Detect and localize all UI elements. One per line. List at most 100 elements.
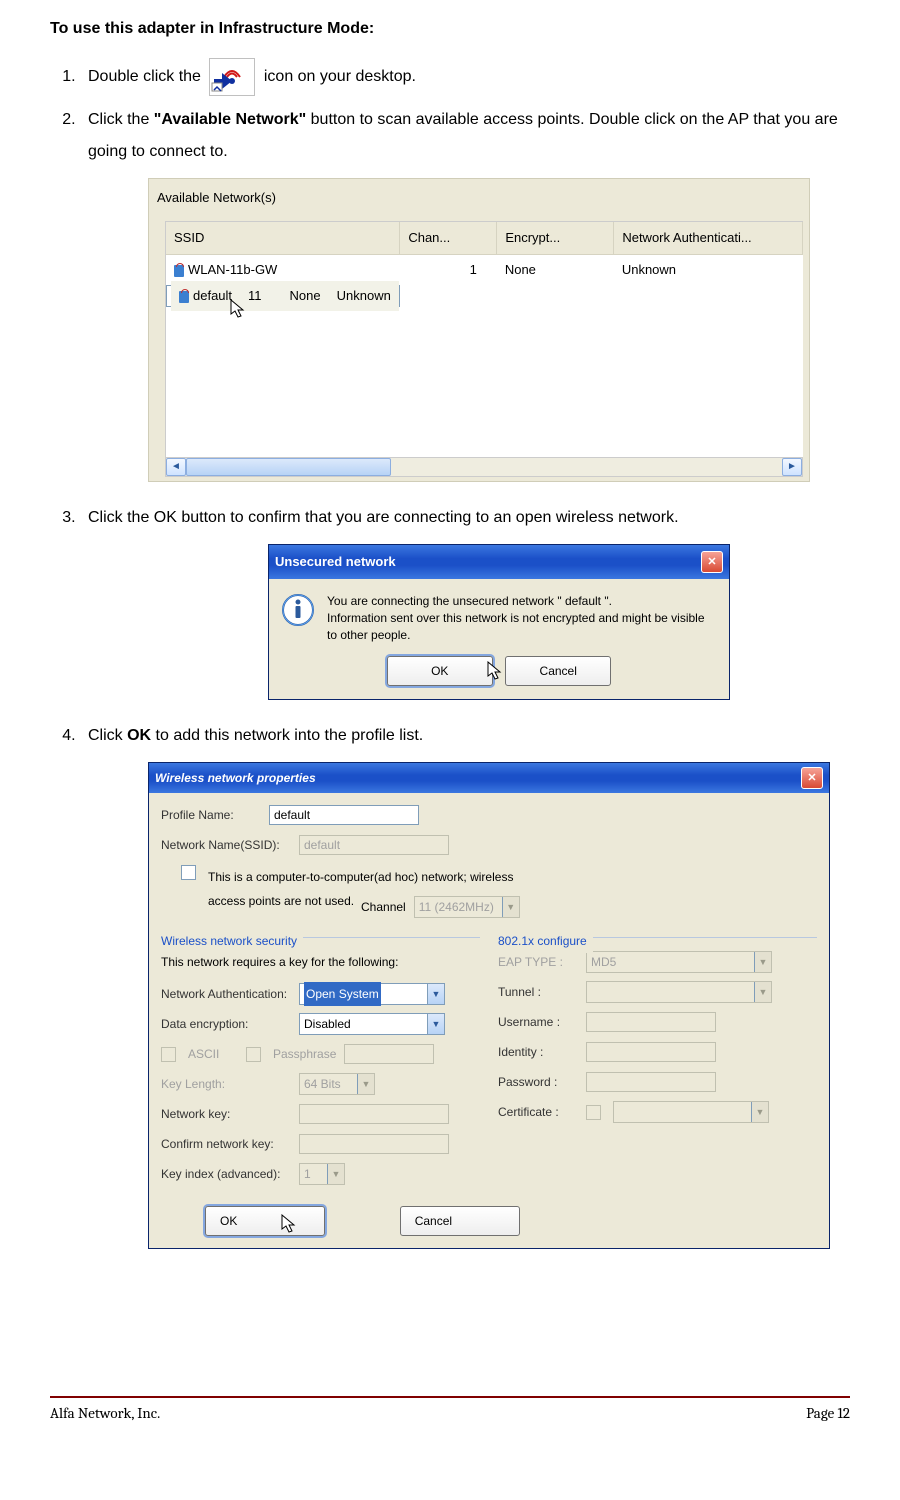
cell-ssid: WLAN-11b-GW bbox=[188, 262, 277, 277]
step-2: Click the "Available Network" button to … bbox=[80, 104, 850, 482]
profile-name-label: Profile Name: bbox=[161, 803, 261, 827]
col-ssid[interactable]: SSID bbox=[166, 222, 400, 255]
ok-button[interactable]: OK bbox=[387, 656, 493, 686]
col-auth[interactable]: Network Authenticati... bbox=[614, 222, 803, 255]
group-legend: Wireless network security bbox=[161, 929, 303, 953]
netauth-label: Network Authentication: bbox=[161, 982, 291, 1006]
cell-ssid: default bbox=[193, 288, 232, 303]
step-2-bold: "Available Network" bbox=[154, 111, 306, 128]
close-icon[interactable]: ✕ bbox=[701, 551, 723, 573]
passphrase-checkbox bbox=[246, 1047, 261, 1062]
network-icon bbox=[179, 291, 189, 303]
keyidx-select: 1▼ bbox=[299, 1163, 345, 1185]
footer-left: Alfa Network, Inc. bbox=[50, 1404, 160, 1422]
step-4-text-a: Click bbox=[88, 727, 127, 744]
available-networks-window: Available Network(s) SSID Chan... Encryp… bbox=[148, 178, 810, 482]
dialog-title: Unsecured network bbox=[275, 549, 396, 575]
group-legend: 802.1x configure bbox=[498, 929, 593, 953]
channel-select: 11 (2462MHz)▼ bbox=[414, 896, 520, 918]
step-1-text-a: Double click the bbox=[88, 68, 201, 85]
step-1: Double click the icon on your desktop. bbox=[80, 58, 850, 96]
eap-label: EAP TYPE : bbox=[498, 950, 578, 974]
cancel-button[interactable]: Cancel bbox=[505, 656, 611, 686]
8021x-group: 802.1x configure EAP TYPE : MD5▼ Tunnel bbox=[498, 937, 817, 1124]
ok-button[interactable]: OK bbox=[205, 1206, 325, 1236]
wireless-properties-dialog: Wireless network properties ✕ Profile Na… bbox=[148, 762, 830, 1249]
horizontal-scrollbar[interactable]: ◄ ► bbox=[165, 457, 803, 477]
page-footer: Alfa Network, Inc. Page 12 bbox=[50, 1396, 850, 1422]
cell-chan: 1 bbox=[400, 255, 497, 286]
dataenc-value: Disabled bbox=[304, 1012, 351, 1036]
identity-input bbox=[586, 1042, 716, 1062]
adhoc-checkbox[interactable] bbox=[181, 865, 196, 880]
wireless-security-group: Wireless network security This network r… bbox=[161, 937, 480, 1186]
network-table-body-space bbox=[166, 307, 803, 457]
keyidx-label: Key index (advanced): bbox=[161, 1162, 291, 1186]
passphrase-label: Passphrase bbox=[273, 1042, 336, 1066]
scroll-thumb[interactable] bbox=[186, 458, 391, 476]
username-input bbox=[586, 1012, 716, 1032]
step-3-text: Click the OK button to confirm that you … bbox=[88, 509, 679, 526]
channel-label: Channel bbox=[361, 895, 406, 919]
steps-list: Double click the icon on your desktop. C bbox=[50, 58, 850, 1249]
certificate-select: ▼ bbox=[613, 1101, 769, 1123]
cancel-button[interactable]: Cancel bbox=[400, 1206, 520, 1236]
step-4-text-b: to add this network into the profile lis… bbox=[151, 727, 423, 744]
unsecured-network-dialog: Unsecured network ✕ You are connecting t… bbox=[268, 544, 730, 700]
keylen-select: 64 Bits▼ bbox=[299, 1073, 375, 1095]
dataenc-label: Data encryption: bbox=[161, 1012, 291, 1036]
scroll-right-button[interactable]: ► bbox=[782, 458, 802, 476]
scroll-track[interactable] bbox=[186, 458, 782, 476]
table-row[interactable]: default 11 None Unknown bbox=[166, 285, 400, 307]
netauth-value: Open System bbox=[304, 982, 381, 1006]
identity-label: Identity : bbox=[498, 1040, 578, 1064]
close-icon[interactable]: ✕ bbox=[801, 767, 823, 789]
network-table: SSID Chan... Encrypt... Network Authenti… bbox=[166, 222, 803, 307]
ssid-label: Network Name(SSID): bbox=[161, 833, 291, 857]
step-2-text-a: Click the bbox=[88, 111, 154, 128]
keylen-value: 64 Bits bbox=[304, 1072, 341, 1096]
step-3: Click the OK button to confirm that you … bbox=[80, 502, 850, 700]
certificate-label: Certificate : bbox=[498, 1100, 578, 1124]
netkey-input bbox=[299, 1104, 449, 1124]
network-icon bbox=[174, 265, 184, 277]
desktop-shortcut-icon bbox=[209, 58, 255, 96]
section-heading: To use this adapter in Infrastructure Mo… bbox=[50, 20, 850, 38]
cell-auth: Unknown bbox=[614, 255, 803, 286]
eap-value: MD5 bbox=[591, 950, 616, 974]
ascii-label: ASCII bbox=[188, 1042, 238, 1066]
netauth-select[interactable]: Open System▼ bbox=[299, 983, 445, 1005]
dialog-line1: You are connecting the unsecured network… bbox=[327, 593, 717, 610]
channel-value: 11 (2462MHz) bbox=[419, 895, 494, 919]
username-label: Username : bbox=[498, 1010, 578, 1034]
col-channel[interactable]: Chan... bbox=[400, 222, 497, 255]
passphrase-input bbox=[344, 1044, 434, 1064]
password-label: Password : bbox=[498, 1070, 578, 1094]
keyidx-value: 1 bbox=[304, 1162, 311, 1186]
group-subtext: This network requires a key for the foll… bbox=[161, 950, 480, 974]
ssid-input bbox=[299, 835, 449, 855]
dialog-titlebar[interactable]: Unsecured network ✕ bbox=[269, 545, 729, 579]
info-icon bbox=[281, 593, 315, 627]
profile-name-input[interactable] bbox=[269, 805, 419, 825]
step-4-bold: OK bbox=[127, 727, 151, 744]
dialog-title: Wireless network properties bbox=[155, 766, 316, 790]
footer-right: Page 12 bbox=[806, 1404, 850, 1422]
dialog-titlebar[interactable]: Wireless network properties ✕ bbox=[149, 763, 829, 793]
keylen-label: Key Length: bbox=[161, 1072, 291, 1096]
available-networks-title: Available Network(s) bbox=[149, 179, 809, 217]
confkey-input bbox=[299, 1134, 449, 1154]
step-1-text-b: icon on your desktop. bbox=[264, 68, 416, 85]
cell-enc: None bbox=[497, 255, 614, 286]
scroll-left-button[interactable]: ◄ bbox=[166, 458, 186, 476]
eap-select: MD5▼ bbox=[586, 951, 772, 973]
certificate-checkbox bbox=[586, 1105, 601, 1120]
password-input bbox=[586, 1072, 716, 1092]
netkey-label: Network key: bbox=[161, 1102, 291, 1126]
dialog-message: You are connecting the unsecured network… bbox=[327, 593, 717, 643]
dataenc-select[interactable]: Disabled▼ bbox=[299, 1013, 445, 1035]
col-encrypt[interactable]: Encrypt... bbox=[497, 222, 614, 255]
confkey-label: Confirm network key: bbox=[161, 1132, 291, 1156]
dialog-line2: Information sent over this network is no… bbox=[327, 610, 717, 644]
tunnel-select: ▼ bbox=[586, 981, 772, 1003]
